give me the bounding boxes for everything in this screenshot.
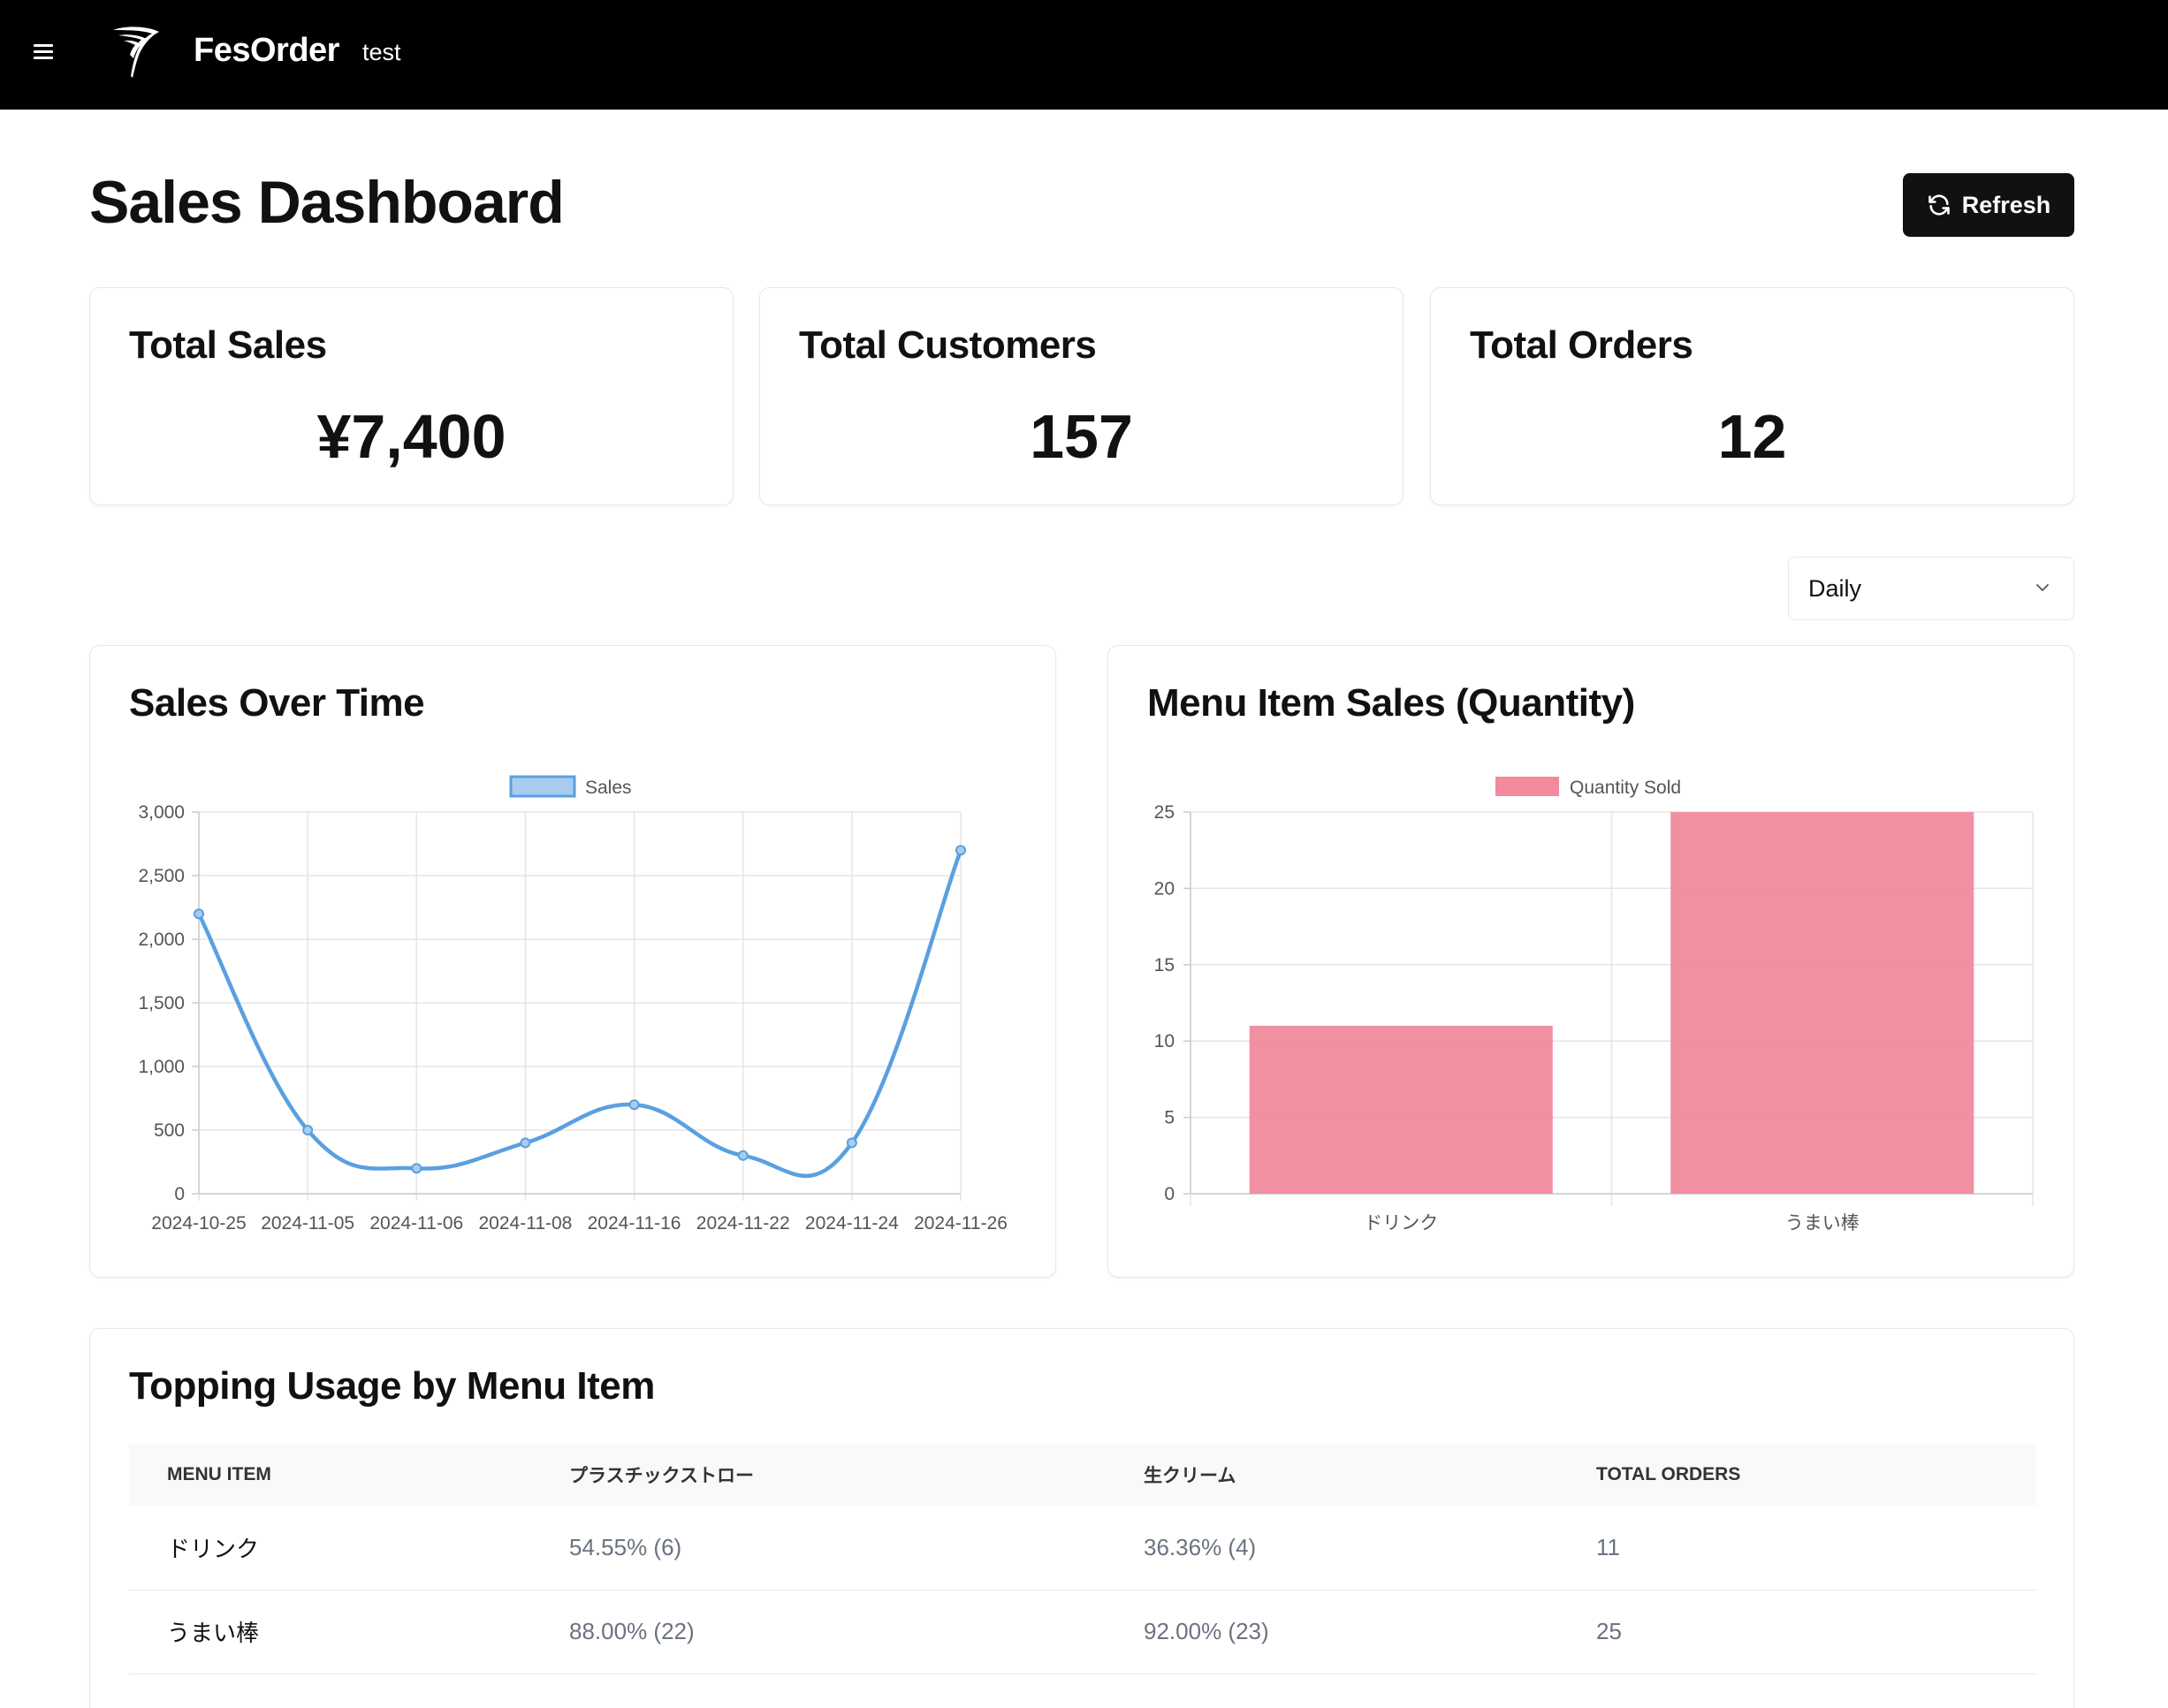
refresh-icon — [1928, 194, 1950, 216]
x-tick-label: 2024-11-08 — [478, 1213, 572, 1234]
x-tick-label: 2024-11-24 — [805, 1213, 899, 1234]
x-tick-label: 2024-11-06 — [369, 1213, 463, 1234]
table-cell: 25 — [1558, 1590, 2036, 1674]
chevron-down-icon — [2036, 584, 2049, 591]
column-header: MENU ITEM — [167, 1464, 271, 1484]
chart-title: Sales Over Time — [129, 681, 425, 725]
data-point — [737, 1150, 749, 1161]
x-tick-label: ドリンク — [1364, 1213, 1438, 1234]
legend-swatch — [1495, 777, 1559, 796]
stat-value: 157 — [1030, 402, 1133, 471]
bar-0 — [1249, 1025, 1553, 1194]
stat-value: 12 — [1717, 402, 1787, 471]
x-tick-label: うまい棒 — [1785, 1213, 1860, 1234]
stat-title: Total Sales — [129, 323, 327, 367]
x-tick-label: 2024-11-26 — [914, 1213, 1008, 1234]
table-header-row: MENU ITEM プラスチックストロー 生クリーム TOTAL ORDERS — [129, 1444, 2036, 1506]
sales-over-time-chart: 0 500 1,000 1,500 2,000 2,500 3,000 2024-10-25 2… — [138, 775, 1008, 1234]
store-name: test — [362, 39, 401, 65]
x-tick-label: 2024-10-25 — [151, 1213, 246, 1234]
x-tick-label: 2024-11-16 — [588, 1213, 681, 1234]
chart-title: Menu Item Sales (Quantity) — [1147, 681, 1635, 725]
stat-title: Total Customers — [799, 323, 1097, 367]
y-tick-label: 10 — [1154, 1031, 1175, 1051]
data-point — [302, 1125, 314, 1135]
menu-item-sales-card: Menu Item Sales (Quantity) 0 5 10 15 20 25 ドリン… — [1107, 645, 2074, 1278]
stat-card-total-sales: Total Sales ¥7,400 — [89, 287, 734, 505]
refresh-label: Refresh — [1961, 191, 2051, 218]
y-tick-label: 0 — [174, 1184, 185, 1204]
table-row: うまい棒 88.00% (22) 92.00% (23) 25 — [129, 1590, 2036, 1674]
x-tick-label: 2024-11-22 — [696, 1213, 790, 1234]
y-tick-label: 25 — [1154, 802, 1175, 823]
stat-card-total-orders: Total Orders 12 — [1430, 287, 2074, 505]
data-point — [955, 845, 966, 856]
table-cell: 36.36% (4) — [1106, 1506, 1558, 1590]
legend-label: Quantity Sold — [1570, 778, 1681, 798]
y-tick-label: 5 — [1164, 1108, 1175, 1128]
data-point — [411, 1163, 422, 1174]
topping-usage-table: MENU ITEM プラスチックストロー 生クリーム TOTAL ORDERS … — [129, 1444, 2036, 1674]
column-header: プラスチックストロー — [569, 1466, 754, 1486]
table-cell: 92.00% (23) — [1106, 1590, 1558, 1674]
y-tick-label: 1,500 — [138, 993, 185, 1013]
legend-label: Sales — [585, 778, 632, 798]
y-tick-label: 0 — [1164, 1184, 1175, 1204]
x-tick-label: 2024-11-05 — [261, 1213, 354, 1234]
y-tick-label: 2,000 — [138, 930, 185, 950]
y-tick-label: 2,500 — [138, 866, 185, 886]
y-tick-label: 3,000 — [138, 802, 185, 823]
page-title: Sales Dashboard — [89, 169, 565, 236]
topping-usage-card: Topping Usage by Menu Item MENU ITEM プラス… — [89, 1328, 2074, 1708]
table-cell: 54.55% (6) — [531, 1506, 1106, 1590]
hamburger-menu-icon[interactable] — [34, 41, 60, 67]
data-point — [846, 1137, 857, 1149]
table-cell: ドリンク — [129, 1506, 531, 1590]
refresh-button[interactable]: Refresh — [1903, 173, 2074, 237]
period-select-value: Daily — [1808, 574, 1862, 602]
data-point — [520, 1137, 531, 1149]
column-header: 生クリーム — [1144, 1466, 1236, 1486]
series-line-sales — [196, 849, 963, 1179]
stat-value: ¥7,400 — [316, 402, 506, 471]
data-point — [628, 1099, 640, 1111]
menu-item-sales-chart: 0 5 10 15 20 25 ドリンク うまい棒 Quantity Sold — [1154, 777, 2034, 1234]
column-header: TOTAL ORDERS — [1596, 1464, 1741, 1484]
y-tick-label: 20 — [1154, 878, 1175, 899]
table-title: Topping Usage by Menu Item — [129, 1364, 655, 1408]
table-cell: うまい棒 — [129, 1590, 531, 1674]
table-cell: 11 — [1558, 1506, 2036, 1590]
data-point — [194, 908, 204, 920]
table-cell: 88.00% (22) — [531, 1590, 1106, 1674]
stat-card-total-customers: Total Customers 157 — [759, 287, 1403, 505]
table-row: ドリンク 54.55% (6) 36.36% (4) 11 — [129, 1506, 2036, 1590]
period-select[interactable]: Daily — [1788, 557, 2074, 620]
y-tick-label: 500 — [154, 1120, 185, 1141]
sales-over-time-card: Sales Over Time 0 500 1,000 1,500 2,000 2,500… — [89, 645, 1056, 1278]
stat-title: Total Orders — [1470, 323, 1693, 367]
brand-logo-icon — [113, 27, 159, 78]
y-tick-label: 15 — [1154, 955, 1175, 975]
legend-swatch — [509, 775, 576, 798]
y-tick-label: 1,000 — [138, 1057, 185, 1077]
bar-1 — [1670, 812, 1974, 1194]
brand-name[interactable]: FesOrder — [194, 32, 339, 69]
top-bar: FesOrder test — [0, 0, 2168, 110]
